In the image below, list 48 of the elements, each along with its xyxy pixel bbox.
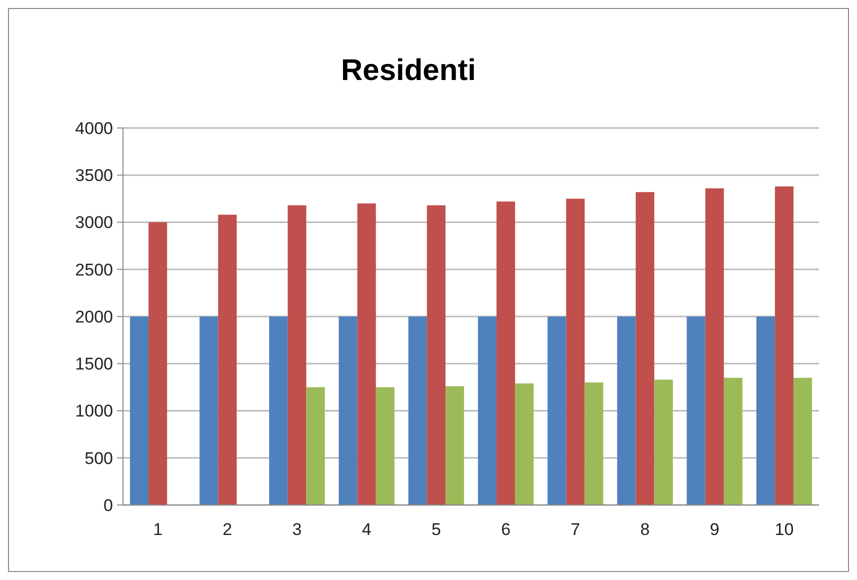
bar [617,316,636,505]
bar [515,383,534,505]
bar [705,188,724,505]
bar [218,214,237,505]
bar [654,380,673,505]
x-tick-label: 2 [222,520,232,539]
y-tick-label: 1500 [75,354,113,374]
y-tick-label: 2000 [75,307,113,326]
y-tick-label: 2500 [75,260,113,280]
x-tick-label: 4 [362,520,372,539]
x-tick-label: 9 [710,520,720,539]
y-tick-label: 3000 [75,213,113,232]
bar [584,382,604,505]
bar [686,316,706,505]
bar [306,387,325,505]
x-tick-label: 5 [431,520,441,539]
bar [338,316,358,505]
x-tick-label: 8 [640,520,650,539]
x-tick-label: 1 [153,520,163,539]
bar [774,186,794,505]
bar [478,316,497,505]
bar [426,205,446,505]
chart-title: Residenti [340,54,476,87]
x-tick-label: 7 [570,520,580,539]
bar [408,316,427,505]
bar [756,316,775,505]
bar [636,192,654,505]
bar [445,386,464,505]
bar [793,378,812,505]
y-tick-label: 3500 [75,166,113,186]
x-tick-label: 10 [774,520,794,539]
bar [566,198,585,505]
y-tick-label: 4000 [75,118,113,138]
y-tick-label: 1000 [75,402,113,421]
y-tick-label: 0 [104,496,113,515]
bar [496,202,516,505]
bar [357,203,376,505]
bar [376,387,394,505]
bar [548,316,566,505]
y-tick-label: 500 [84,448,113,468]
bar [130,316,149,505]
bar [148,222,168,505]
bar [724,378,742,505]
x-tick-label: 6 [501,520,511,539]
bar [269,316,288,505]
bar [200,316,218,505]
x-tick-label: 3 [292,520,302,539]
bar [288,205,306,505]
